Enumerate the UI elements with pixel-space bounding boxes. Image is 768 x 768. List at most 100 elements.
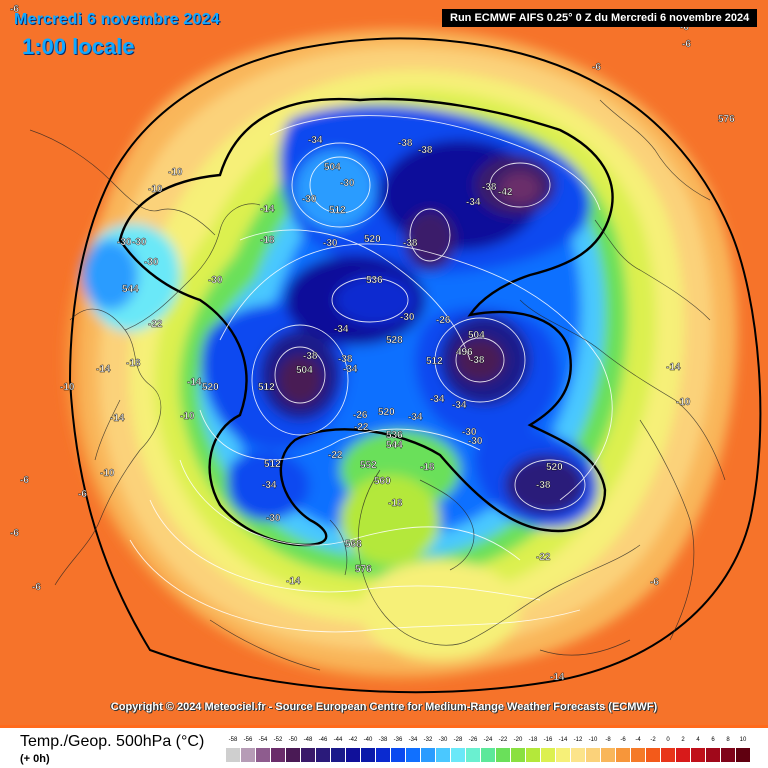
legend-swatch [346,748,361,762]
contour-label: 512 [258,382,275,393]
legend-swatch [496,748,511,762]
contour-label: -34 [308,135,323,146]
contour-label: -6 [78,489,87,500]
legend-swatch [301,748,316,762]
contour-label: -6 [32,582,41,593]
legend-tick: -24 [483,737,493,743]
legend-swatch [316,748,331,762]
legend-tick: 6 [711,737,715,743]
contour-label: 568 [345,539,362,550]
contour-label: -14 [666,362,681,373]
contour-label: -30 [266,513,281,524]
contour-label: -38 [536,480,551,491]
contour-label: 536 [386,430,403,441]
contour-label: 536 [366,275,383,286]
legend-tick: -30 [438,737,448,743]
legend-tick: -22 [498,737,508,743]
contour-label: 552 [360,460,377,471]
contour-label: 512 [329,205,346,216]
legend-tick: -2 [650,737,656,743]
contour-label: -22 [328,450,343,461]
contour-label: 520 [364,234,381,245]
legend-tick: -50 [288,737,298,743]
legend-tick: -8 [605,737,611,743]
legend-swatch [736,748,751,762]
contour-label: -14 [260,204,275,215]
contour-label: 496 [456,347,473,358]
contour-label: -30 [302,194,317,205]
contour-label: -10 [676,397,691,408]
contour-label: -38 [470,355,485,366]
map-frame-contour [68,37,762,694]
contour-label: -38 [303,351,318,362]
legend-tick: -32 [423,737,433,743]
contour-label: 512 [426,356,443,367]
contour-label: -22 [354,422,369,433]
legend-swatch [256,748,271,762]
contour-label: -34 [466,197,481,208]
legend-swatch [646,748,661,762]
contour-label: -18 [126,358,141,369]
legend-swatch [451,748,466,762]
contour-label: -30 [144,257,159,268]
contour-label: 512 [264,459,281,470]
contour-label: 560 [374,476,391,487]
contour-label: -38 [398,138,413,149]
forecast-time-title: 1:00 locale [22,34,135,59]
legend-swatch [526,748,541,762]
contour-label: 544 [122,284,139,295]
contour-label: -38 [338,354,353,365]
legend-swatch [391,748,406,762]
contour-label: 504 [324,162,341,173]
legend-swatch [556,748,571,762]
contour-label: -34 [452,400,467,411]
legend-tick: -42 [348,737,358,743]
legend-tick: -40 [363,737,373,743]
legend-swatch [241,748,256,762]
legend-swatch [406,748,421,762]
legend-tick: 4 [696,737,700,743]
legend-swatch [616,748,631,762]
legend-swatch [661,748,676,762]
legend-swatch [541,748,556,762]
contour-label: -38 [403,238,418,249]
legend-swatch [586,748,601,762]
contour-label: -14 [110,413,125,424]
contour-label: -22 [536,552,551,563]
contour-label: -30 [340,178,355,189]
legend-swatch [691,748,706,762]
legend-swatch [511,748,526,762]
contour-label: -30 [400,312,415,323]
legend-swatch [466,748,481,762]
contour-label: -38 [418,145,433,156]
contour-label: 504 [296,365,313,376]
legend-tick: -34 [408,737,418,743]
contour-label: -30 [132,237,147,248]
contour-label: 528 [386,335,403,346]
legend-tick: 10 [739,737,747,743]
contour-label: -10 [60,382,75,393]
contour-label: -14 [96,364,111,375]
legend-tick: 8 [726,737,730,743]
contour-label: -14 [550,672,565,683]
contour-label: 520 [546,462,563,473]
legend-swatch [421,748,436,762]
legend-tick: -6 [620,737,626,743]
contour-label: -30 [468,436,483,447]
contour-label: 520 [378,407,395,418]
contour-label: -18 [388,498,403,509]
contour-label: -6 [592,62,601,73]
legend-swatch [601,748,616,762]
legend-tick: -54 [258,737,268,743]
legend-tick: -58 [228,737,238,743]
legend-tick: 2 [681,737,685,743]
legend-tick: -16 [543,737,553,743]
legend-swatch [286,748,301,762]
legend-swatch [481,748,496,762]
legend-swatch [226,748,241,762]
contour-label: -26 [353,410,368,421]
contour-label: -26 [436,315,451,326]
contour-label: 544 [386,440,403,451]
contour-label: -10 [148,184,163,195]
legend-tick: -44 [333,737,343,743]
